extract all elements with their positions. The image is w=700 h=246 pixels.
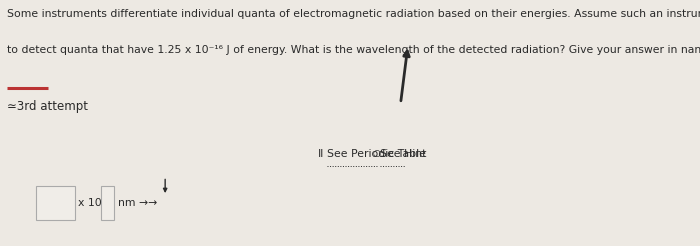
Text: to detect quanta that have 1.25 x 10⁻¹⁶ J of energy. What is the wavelength of t: to detect quanta that have 1.25 x 10⁻¹⁶ … [7, 45, 700, 55]
Text: ≃3rd attempt: ≃3rd attempt [7, 100, 88, 113]
Text: x 10: x 10 [78, 198, 102, 208]
Text: ○: ○ [372, 149, 381, 157]
Text: Some instruments differentiate individual quanta of electromagnetic radiation ba: Some instruments differentiate individua… [7, 9, 700, 19]
Text: See Hint: See Hint [379, 149, 426, 158]
Text: See Periodic Table: See Periodic Table [327, 149, 426, 158]
Text: nm →→: nm →→ [118, 198, 157, 208]
Text: Ⅱ: Ⅱ [318, 149, 323, 158]
FancyBboxPatch shape [36, 186, 75, 220]
FancyBboxPatch shape [101, 186, 114, 220]
